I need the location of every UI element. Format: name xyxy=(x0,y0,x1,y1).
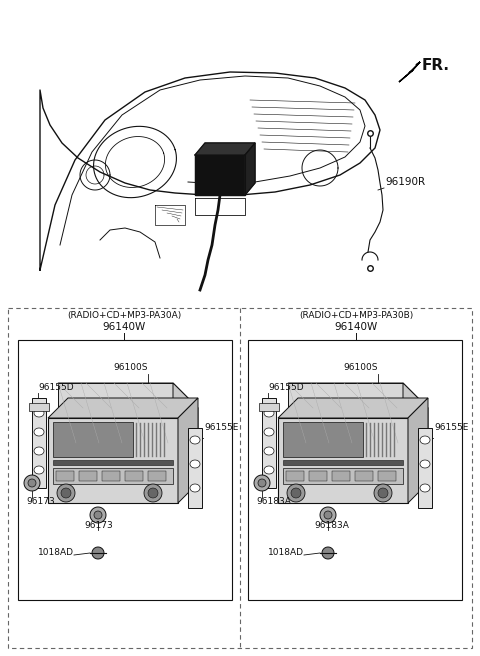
Polygon shape xyxy=(58,383,173,443)
Text: 96100S: 96100S xyxy=(343,363,377,372)
Bar xyxy=(32,398,46,488)
Bar xyxy=(102,471,120,481)
Text: FR.: FR. xyxy=(422,58,450,73)
Bar xyxy=(283,468,403,484)
Text: 96100S: 96100S xyxy=(113,363,147,372)
Polygon shape xyxy=(90,507,106,523)
Bar xyxy=(355,471,373,481)
Text: 96183A: 96183A xyxy=(256,497,291,506)
Bar xyxy=(53,422,133,457)
Polygon shape xyxy=(264,447,274,455)
Text: 96155E: 96155E xyxy=(204,423,239,432)
Text: 96155E: 96155E xyxy=(434,423,468,432)
Polygon shape xyxy=(264,466,274,474)
Polygon shape xyxy=(190,436,200,444)
Polygon shape xyxy=(291,488,301,498)
Polygon shape xyxy=(288,383,428,408)
Bar xyxy=(283,422,363,457)
Polygon shape xyxy=(190,484,200,492)
Bar xyxy=(262,398,276,488)
Text: 96140W: 96140W xyxy=(335,322,378,332)
Bar xyxy=(125,471,143,481)
Text: 1018AD: 1018AD xyxy=(38,548,74,557)
Polygon shape xyxy=(258,479,266,487)
Polygon shape xyxy=(178,398,198,503)
Text: 96155D: 96155D xyxy=(38,383,73,392)
Bar xyxy=(53,468,173,484)
Polygon shape xyxy=(374,484,392,502)
Polygon shape xyxy=(173,383,198,468)
Text: (RADIO+CD+MP3-PA30B): (RADIO+CD+MP3-PA30B) xyxy=(299,311,413,320)
Polygon shape xyxy=(403,383,428,468)
Bar xyxy=(53,460,173,465)
Bar xyxy=(283,460,403,465)
Text: 96173: 96173 xyxy=(26,497,55,506)
Polygon shape xyxy=(148,488,158,498)
Text: 96173: 96173 xyxy=(84,521,113,530)
Polygon shape xyxy=(94,511,102,519)
Polygon shape xyxy=(34,447,44,455)
Text: 96155D: 96155D xyxy=(268,383,304,392)
Polygon shape xyxy=(245,143,255,195)
Polygon shape xyxy=(408,398,428,503)
Bar xyxy=(56,471,74,481)
Polygon shape xyxy=(195,155,245,195)
Polygon shape xyxy=(322,547,334,559)
Polygon shape xyxy=(378,488,388,498)
Text: 96183A: 96183A xyxy=(314,521,349,530)
Polygon shape xyxy=(48,398,198,418)
Polygon shape xyxy=(420,436,430,444)
Bar xyxy=(29,403,49,411)
Polygon shape xyxy=(264,428,274,436)
Polygon shape xyxy=(58,383,198,408)
Bar xyxy=(332,471,350,481)
Bar xyxy=(259,403,279,411)
Bar xyxy=(278,418,408,503)
Text: 96190R: 96190R xyxy=(385,177,425,187)
Bar xyxy=(48,418,178,503)
Polygon shape xyxy=(287,484,305,502)
Polygon shape xyxy=(254,475,270,491)
Polygon shape xyxy=(324,511,332,519)
Bar xyxy=(79,471,97,481)
Text: 1018AD: 1018AD xyxy=(268,548,304,557)
Polygon shape xyxy=(144,484,162,502)
Polygon shape xyxy=(57,484,75,502)
Bar xyxy=(188,428,202,508)
Polygon shape xyxy=(61,488,71,498)
Text: (RADIO+CD+MP3-PA30A): (RADIO+CD+MP3-PA30A) xyxy=(67,311,181,320)
Polygon shape xyxy=(278,398,428,418)
Polygon shape xyxy=(34,409,44,417)
Polygon shape xyxy=(34,428,44,436)
Polygon shape xyxy=(320,507,336,523)
Polygon shape xyxy=(420,484,430,492)
Polygon shape xyxy=(190,460,200,468)
Polygon shape xyxy=(195,143,255,155)
Polygon shape xyxy=(399,62,420,82)
Polygon shape xyxy=(34,466,44,474)
Polygon shape xyxy=(24,475,40,491)
Bar xyxy=(309,471,327,481)
Bar xyxy=(378,471,396,481)
Polygon shape xyxy=(264,409,274,417)
Bar xyxy=(418,428,432,508)
Polygon shape xyxy=(420,460,430,468)
Polygon shape xyxy=(28,479,36,487)
Polygon shape xyxy=(92,547,104,559)
Bar xyxy=(148,471,166,481)
Bar xyxy=(286,471,304,481)
Text: 96140W: 96140W xyxy=(102,322,145,332)
Polygon shape xyxy=(288,383,403,443)
